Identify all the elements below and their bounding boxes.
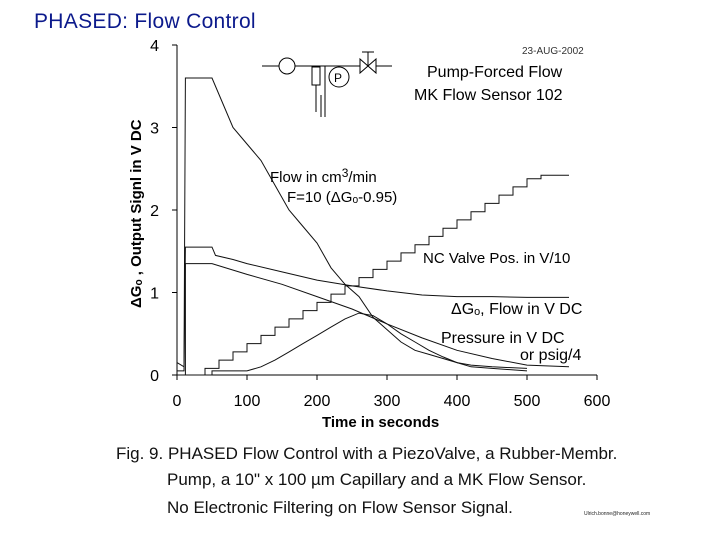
x-tick-label: 300	[374, 393, 401, 410]
pump-schematic	[262, 51, 392, 117]
series-line-2	[177, 246, 569, 372]
flow-annotation-line1: Flow in cm3/min	[270, 166, 377, 186]
valve-circle-icon	[278, 57, 296, 75]
x-tick-label: 500	[514, 393, 541, 410]
x-tick-label: 600	[584, 393, 611, 410]
y-tick-label: 4	[150, 38, 159, 55]
caption-line2: Pump, a 10" x 100 µm Capillary and a MK …	[167, 470, 587, 489]
y-axis-label: ΔGₒ , Output Signl in V DC	[128, 119, 145, 308]
y-tick-label: 3	[150, 121, 159, 138]
date-label: 23-AUG-2002	[522, 46, 584, 57]
axis-ticks: 0 100 200 300 400 500 600 0 1 2 3 4	[150, 38, 610, 410]
series-line-3	[177, 263, 570, 376]
legend-title-line1: Pump-Forced Flow	[427, 64, 563, 81]
x-tick-label: 400	[444, 393, 471, 410]
x-tick-label: 0	[173, 393, 182, 410]
pressure-annotation-line2: or psig/4	[520, 347, 581, 364]
x-tick-label: 100	[234, 393, 261, 410]
x-axis-label: Time in seconds	[322, 414, 439, 431]
caption-line3: No Electronic Filtering on Flow Sensor S…	[167, 498, 513, 517]
pressure-annotation-line1: Pressure in V DC	[441, 330, 565, 347]
series-layer	[176, 77, 570, 376]
pump-icon	[328, 66, 350, 88]
series-line-4	[177, 174, 569, 376]
valve-annotation: NC Valve Pos. in V/10	[423, 250, 570, 267]
signal-annotation: ΔGₒ, Flow in V DC	[451, 301, 582, 318]
series-line-1	[176, 77, 528, 369]
caption-line1: Fig. 9. PHASED Flow Control with a Piezo…	[116, 444, 618, 463]
y-tick-label: 0	[150, 368, 159, 385]
series-line-5	[177, 312, 528, 376]
flow-annotation-line2: F=10 (ΔGₒ-0.95)	[287, 189, 397, 206]
y-tick-label: 1	[150, 286, 159, 303]
valve-icon	[359, 57, 369, 75]
footer-email: Ulrich.bonne@honeywell.com	[584, 511, 651, 517]
slide-title: PHASED: Flow Control	[34, 10, 256, 33]
y-tick-label: 2	[150, 203, 159, 220]
legend-title-line2: MK Flow Sensor 102	[414, 87, 563, 104]
x-tick-label: 200	[304, 393, 331, 410]
pump-label: P	[334, 71, 342, 85]
